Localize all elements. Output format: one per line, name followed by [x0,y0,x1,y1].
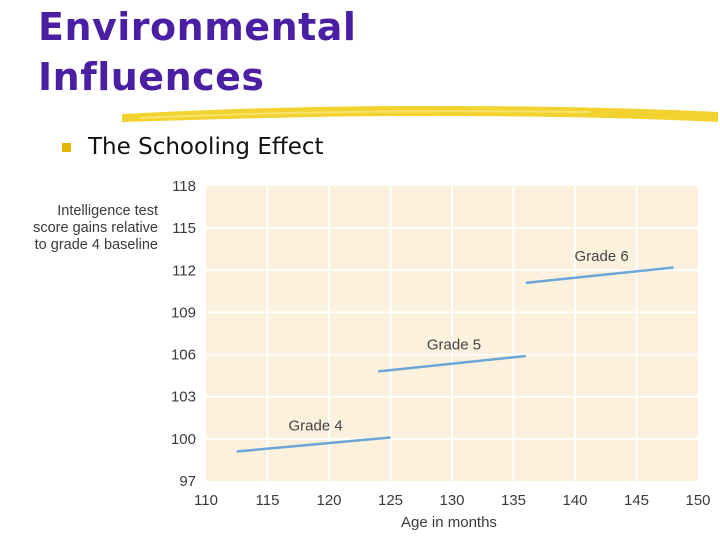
bullet-text: The Schooling Effect [88,134,324,160]
slide-title: Environmental Influences [38,2,356,102]
x-tick-label: 110 [194,492,218,509]
x-axis-label: Age in months [401,514,497,531]
y-tick-label: 97 [179,473,196,490]
bullet-square-icon [62,143,71,152]
y-tick-label: 118 [172,178,196,195]
y-tick-label: 115 [172,220,196,237]
slide-title-line1: Environmental [38,5,357,49]
y-tick-label: 112 [172,262,196,279]
series-label-5: Grade 5 [427,337,481,354]
x-tick-label: 145 [624,492,649,509]
y-tick-label: 106 [171,347,196,364]
series-line-6 [525,266,674,285]
series-line-5 [378,354,526,373]
chart-y-axis-label: Intelligence test score gains relative t… [33,203,158,253]
x-tick-label: 150 [685,492,710,509]
x-tick-label: 135 [501,492,526,509]
x-tick-label: 115 [256,492,280,509]
x-tick-label: 140 [562,492,587,509]
x-tick-label: 125 [378,492,403,509]
slide-title-line2: Influences [38,55,265,99]
series-label-6: Grade 6 [574,248,628,265]
y-tick-label: 100 [171,431,196,448]
title-underline [122,106,718,122]
series-label-4: Grade 4 [289,417,343,434]
x-tick-label: 130 [439,492,464,509]
x-tick-label: 120 [316,492,341,509]
y-tick-label: 109 [171,304,196,321]
series-line-4 [236,436,391,453]
y-tick-label: 103 [171,389,196,406]
